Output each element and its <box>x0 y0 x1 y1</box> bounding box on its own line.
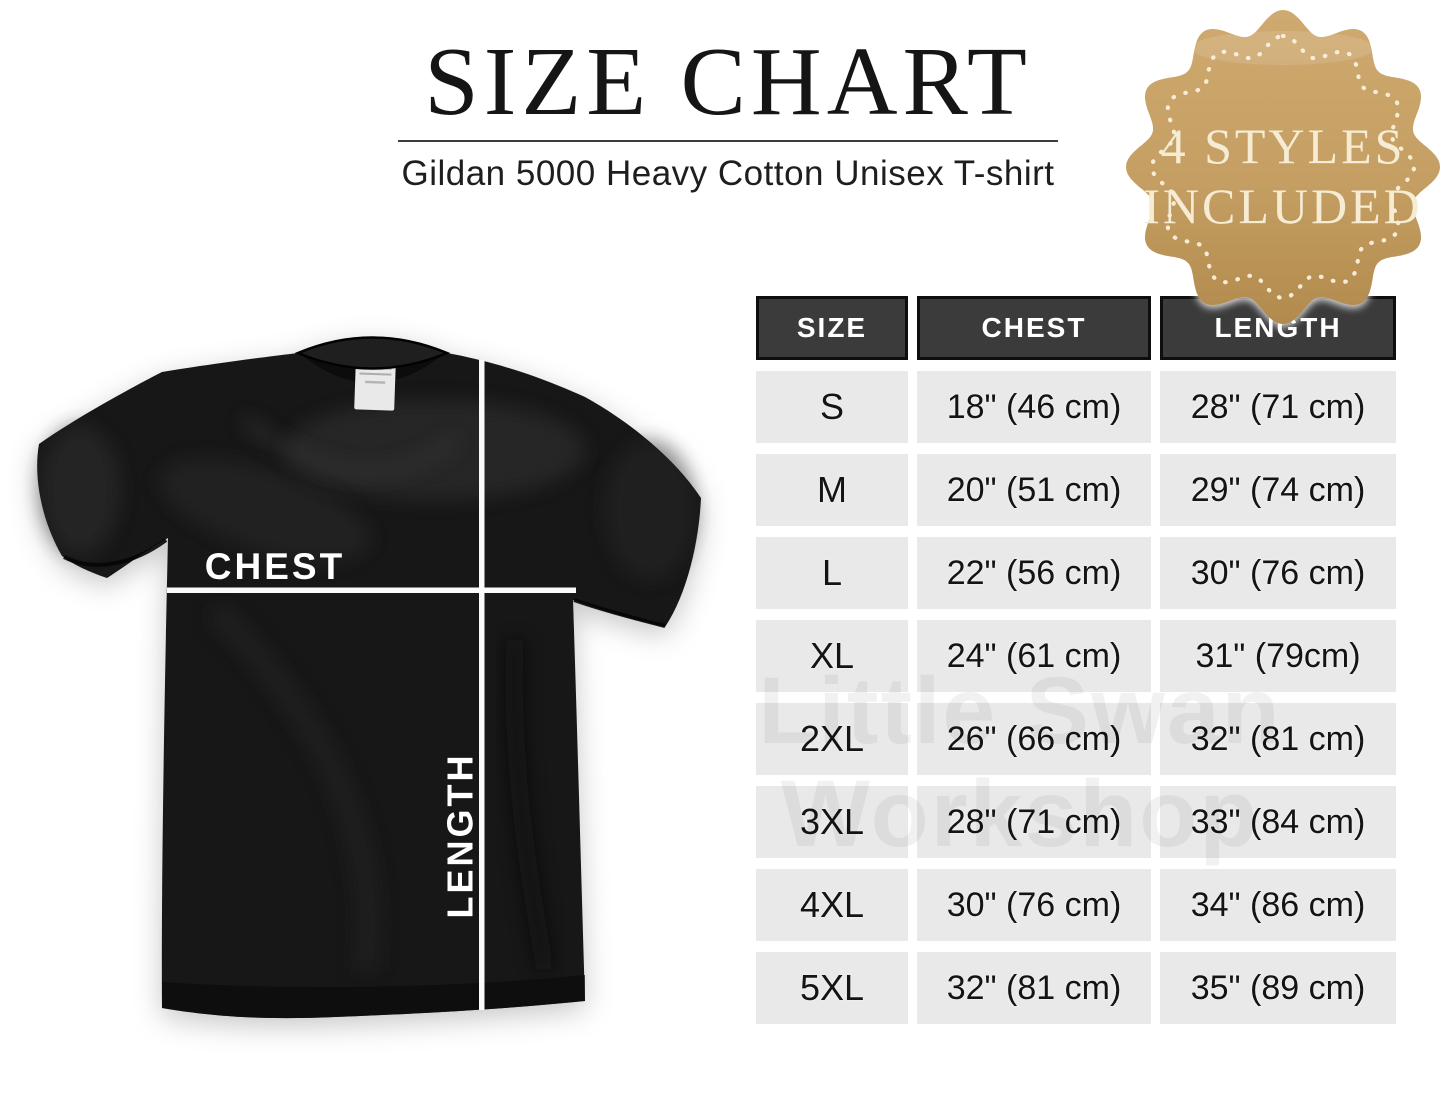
length-cell: 34" (86 cm) <box>1160 869 1396 941</box>
badge-dots-ring <box>1149 33 1417 301</box>
column-header-size: SIZE <box>756 296 908 360</box>
header-block: SIZE CHART Gildan 5000 Heavy Cotton Unis… <box>353 28 1103 194</box>
size-table: SIZE CHEST LENGTH S 18" (46 cm) 28" (71 … <box>756 296 1396 1024</box>
chest-label: CHEST <box>204 546 346 587</box>
chest-cell: 22" (56 cm) <box>917 537 1151 609</box>
chest-cell: 28" (71 cm) <box>917 786 1151 858</box>
size-cell: S <box>756 371 908 443</box>
size-cell: XL <box>756 620 908 692</box>
size-cell: L <box>756 537 908 609</box>
badge-gloss <box>1191 31 1375 65</box>
length-cell: 35" (89 cm) <box>1160 952 1396 1024</box>
chest-cell: 30" (76 cm) <box>917 869 1151 941</box>
tshirt-image <box>37 336 702 1019</box>
chest-cell: 32" (81 cm) <box>917 952 1151 1024</box>
badge-line-1: 4 STYLES <box>1160 118 1406 174</box>
tshirt-figure <box>15 320 715 1040</box>
length-cell: 29" (74 cm) <box>1160 454 1396 526</box>
tshirt-collar <box>294 336 451 370</box>
length-label: LENGTH <box>439 752 481 919</box>
length-cell: 28" (71 cm) <box>1160 371 1396 443</box>
styles-badge: 4 STYLES INCLUDED <box>1123 4 1443 334</box>
length-cell: 31" (79cm) <box>1160 620 1396 692</box>
tshirt-neck-opening <box>303 356 441 383</box>
page-subtitle: Gildan 5000 Heavy Cotton Unisex T-shirt <box>401 153 1055 193</box>
chest-measure-line <box>167 587 576 593</box>
size-cell: 5XL <box>756 952 908 1024</box>
length-measure-line <box>479 360 485 1010</box>
length-cell: 33" (84 cm) <box>1160 786 1396 858</box>
badge-line-2: INCLUDED <box>1143 178 1423 234</box>
length-cell: 30" (76 cm) <box>1160 537 1396 609</box>
chest-cell: 26" (66 cm) <box>917 703 1151 775</box>
size-cell: M <box>756 454 908 526</box>
size-cell: 2XL <box>756 703 908 775</box>
chest-cell: 20" (51 cm) <box>917 454 1151 526</box>
chest-cell: 18" (46 cm) <box>917 371 1151 443</box>
badge-seal <box>1126 10 1440 324</box>
length-cell: 32" (81 cm) <box>1160 703 1396 775</box>
column-header-length: LENGTH <box>1160 296 1396 360</box>
chest-cell: 24" (61 cm) <box>917 620 1151 692</box>
badge-seal-graphic <box>1126 10 1440 324</box>
column-header-chest: CHEST <box>917 296 1151 360</box>
title-divider <box>398 139 1058 142</box>
size-cell: 3XL <box>756 786 908 858</box>
size-cell: 4XL <box>756 869 908 941</box>
page-title: SIZE CHART <box>424 28 1032 136</box>
